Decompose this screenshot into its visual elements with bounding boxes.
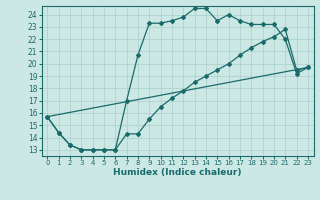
- X-axis label: Humidex (Indice chaleur): Humidex (Indice chaleur): [113, 168, 242, 177]
